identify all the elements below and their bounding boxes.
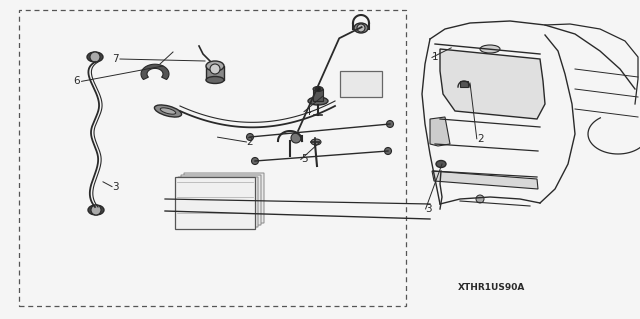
Text: 3: 3	[112, 182, 118, 192]
Bar	[19, 10, 406, 306]
Polygon shape	[184, 173, 264, 225]
Ellipse shape	[206, 77, 224, 84]
Circle shape	[90, 52, 100, 62]
Bar	[313, 89, 323, 101]
Text: 5: 5	[301, 154, 307, 165]
Polygon shape	[181, 175, 261, 227]
Text: 7: 7	[112, 54, 118, 64]
Polygon shape	[141, 64, 169, 79]
Text: 6: 6	[74, 76, 80, 86]
Circle shape	[246, 133, 253, 140]
Bar	[340, 71, 382, 97]
Ellipse shape	[480, 45, 500, 53]
Circle shape	[476, 195, 484, 203]
Polygon shape	[432, 171, 538, 189]
Circle shape	[91, 205, 101, 215]
Ellipse shape	[354, 23, 368, 33]
Polygon shape	[178, 177, 258, 229]
Ellipse shape	[436, 160, 446, 167]
Ellipse shape	[154, 105, 182, 117]
Text: XTHR1US90A: XTHR1US90A	[458, 283, 525, 292]
Circle shape	[210, 64, 220, 74]
Circle shape	[357, 24, 365, 32]
Text: 2: 2	[246, 137, 253, 147]
Ellipse shape	[88, 205, 104, 215]
Circle shape	[316, 86, 321, 92]
Ellipse shape	[206, 61, 224, 71]
Text: 3: 3	[426, 204, 432, 214]
Text: 4: 4	[304, 107, 310, 117]
Ellipse shape	[160, 108, 176, 114]
Ellipse shape	[311, 139, 321, 145]
Polygon shape	[430, 117, 450, 146]
Circle shape	[252, 158, 259, 165]
Circle shape	[291, 133, 301, 143]
Polygon shape	[440, 49, 545, 119]
Ellipse shape	[87, 52, 103, 62]
Circle shape	[385, 147, 392, 154]
Bar	[460, 81, 468, 87]
Ellipse shape	[308, 97, 328, 105]
Text: 1: 1	[432, 52, 438, 63]
Ellipse shape	[313, 86, 323, 92]
Polygon shape	[175, 177, 255, 229]
Text: 2: 2	[477, 134, 483, 144]
Circle shape	[387, 121, 394, 128]
Bar	[206, 66, 224, 80]
